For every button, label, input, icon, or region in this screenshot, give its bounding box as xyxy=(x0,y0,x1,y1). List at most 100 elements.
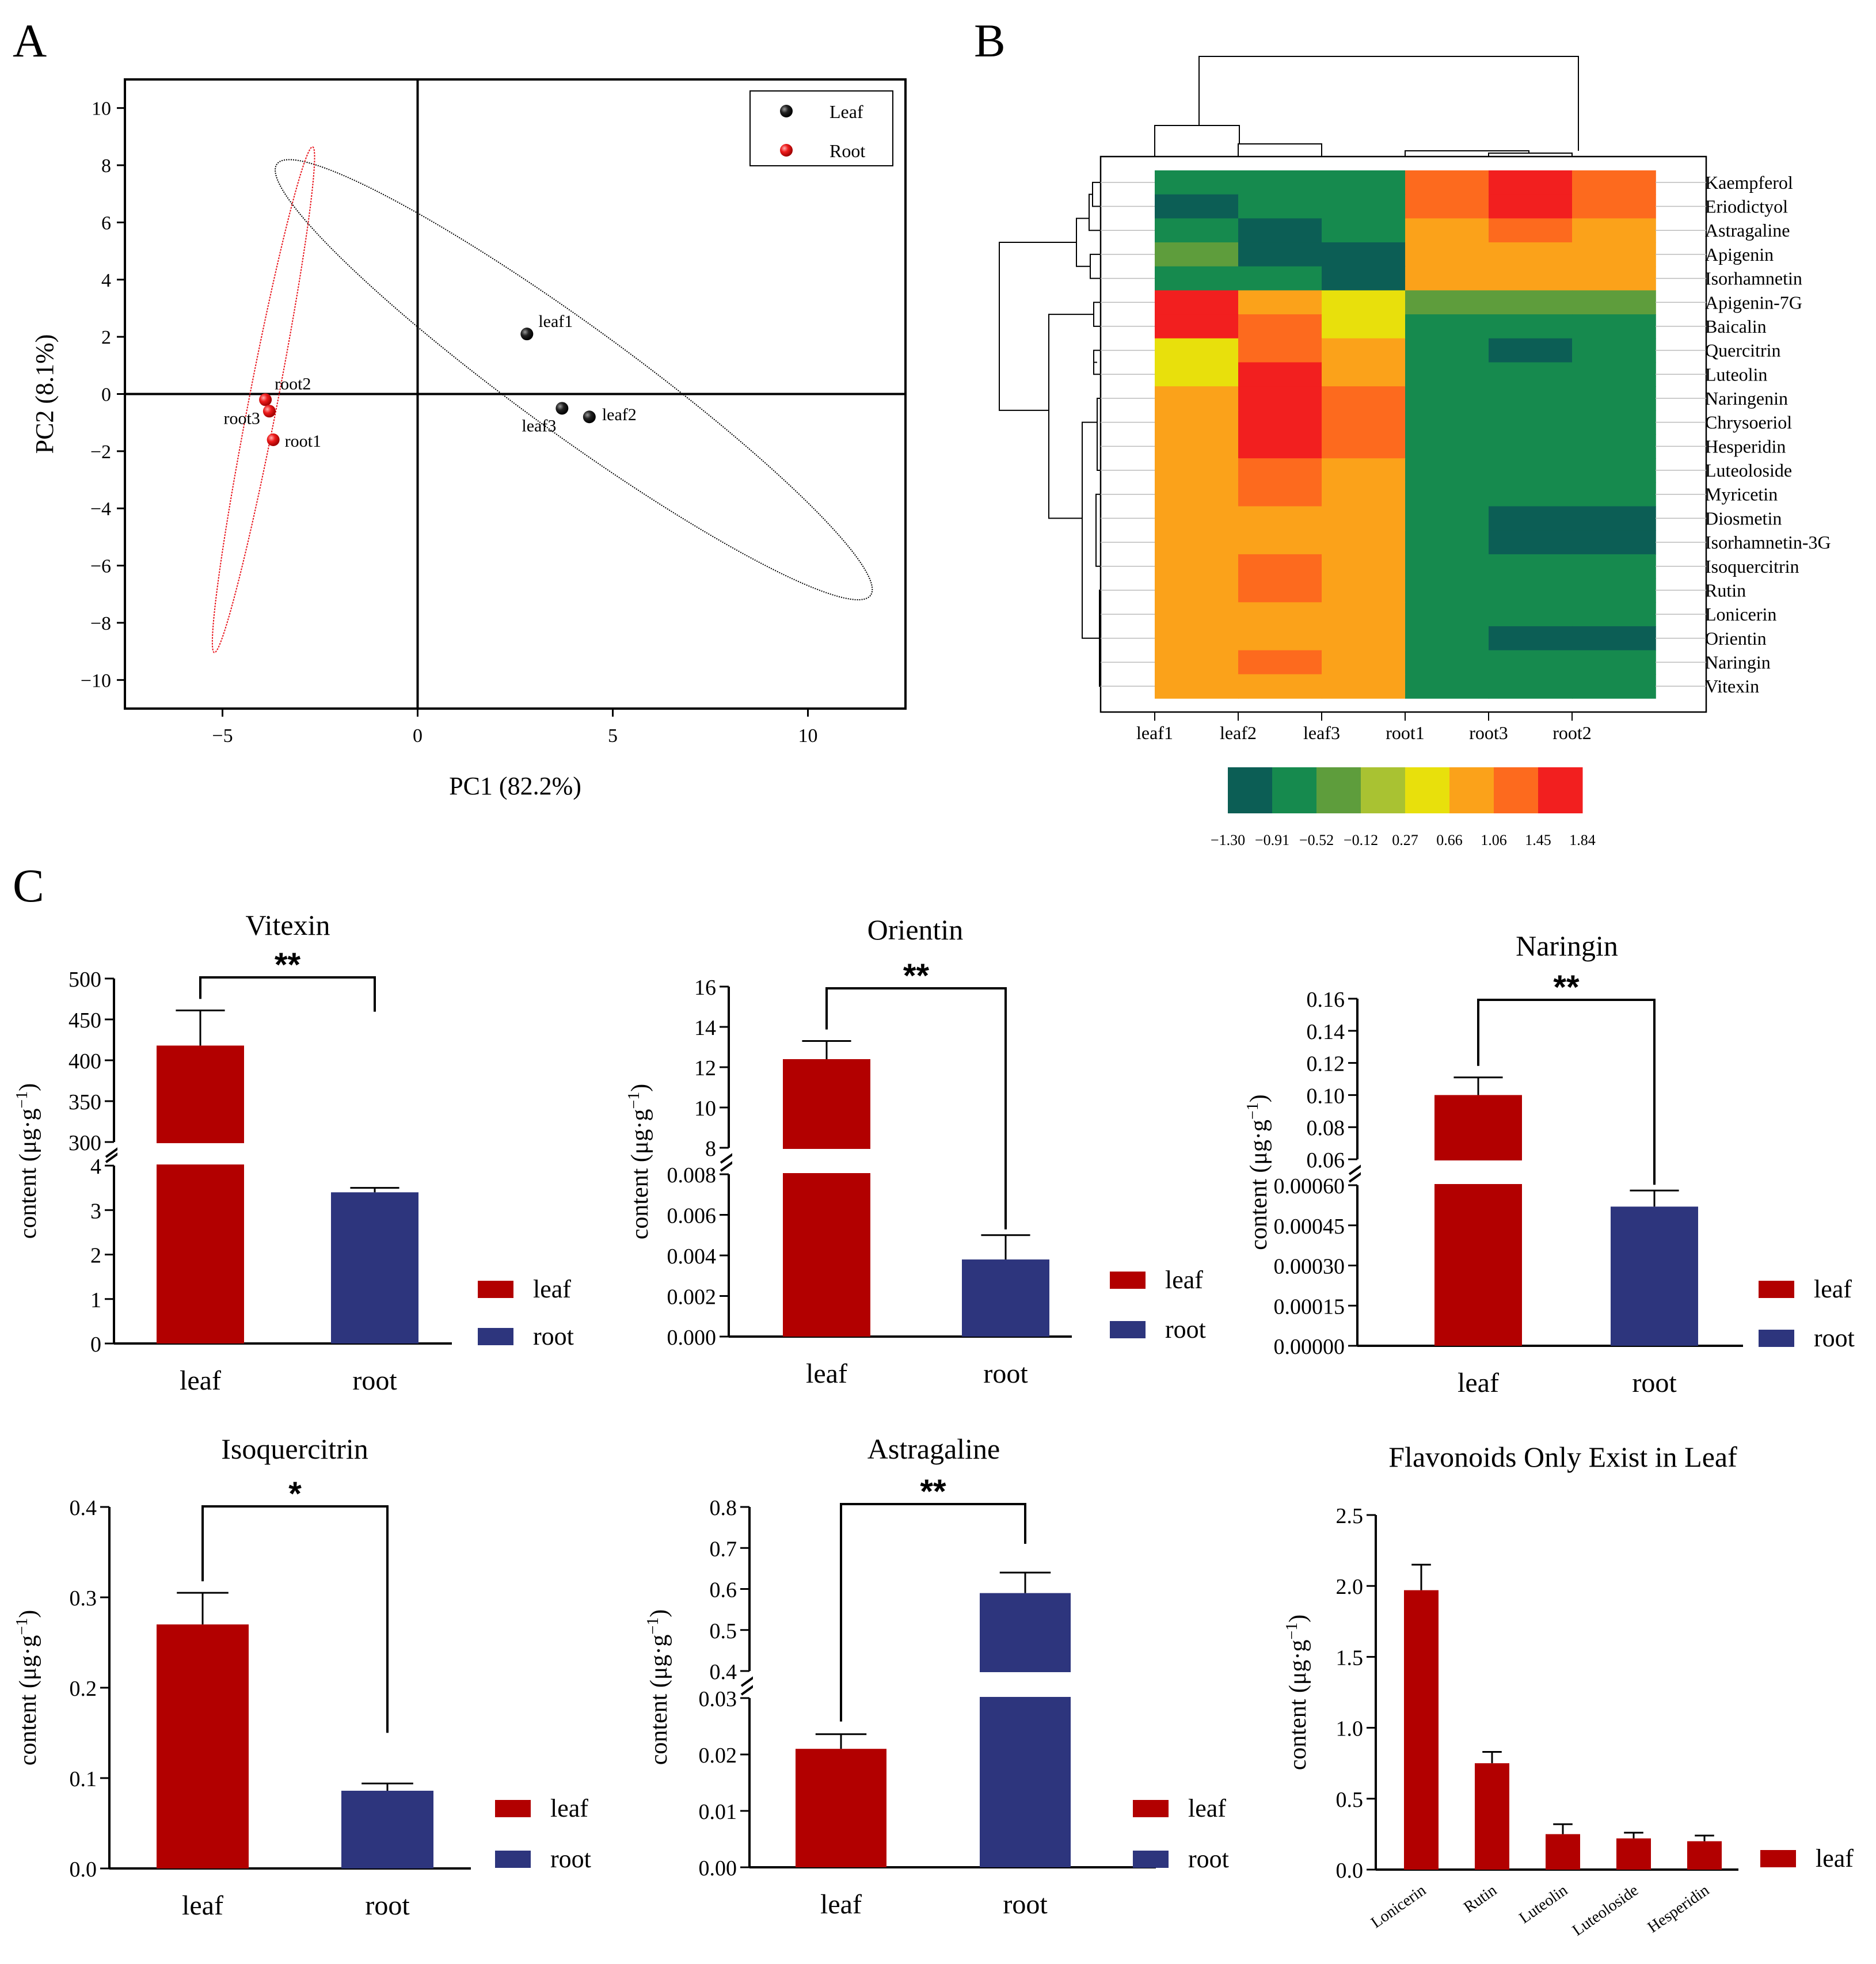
row-dendrogram-branch xyxy=(1076,218,1090,267)
x-tick-label: Hesperidin xyxy=(1645,1881,1713,1936)
y-tick-label: 300 xyxy=(69,1131,101,1155)
bar-leaf xyxy=(157,1045,244,1343)
heatmap-row-label: Diosmetin xyxy=(1705,508,1782,528)
y-tick-label: 0.006 xyxy=(667,1204,717,1228)
y-tick-label: 0.12 xyxy=(1307,1052,1345,1076)
heatmap-cell xyxy=(1489,434,1573,459)
heatmap-cell xyxy=(1489,314,1573,339)
orientin-chart: Orientin content (μg·g−1) 0.000 0.002 0.004 0… xyxy=(625,914,1206,1389)
legend-swatch-root xyxy=(478,1328,513,1345)
scatter-point-leaf1 xyxy=(520,328,534,341)
significance-stars: ** xyxy=(903,957,930,995)
chart-title: Astragaline xyxy=(867,1433,1000,1465)
heatmap-cell xyxy=(1322,458,1406,483)
scatter-point-leaf2 xyxy=(583,410,596,424)
row-dendrogram-branch xyxy=(1092,181,1101,207)
x-tick-label: root xyxy=(983,1358,1028,1389)
bar-hesperidin xyxy=(1687,1841,1722,1870)
scatter-point-root2 xyxy=(259,393,272,406)
heatmap-cell xyxy=(1322,506,1406,531)
pca-ytick-label: −4 xyxy=(90,498,111,520)
y-tick-label: 0.5 xyxy=(1336,1788,1364,1812)
heatmap-cell xyxy=(1572,266,1656,291)
heatmap-cell xyxy=(1238,506,1322,531)
heatmap-cell xyxy=(1322,674,1406,699)
legend-label-leaf: Leaf xyxy=(829,101,863,122)
heatmap-row-label: Lonicerin xyxy=(1705,604,1776,625)
confidence-ellipse-root xyxy=(211,146,315,653)
heatmap-cell xyxy=(1572,386,1656,411)
column-dendrogram-branch xyxy=(1198,56,1579,151)
color-scale-swatch xyxy=(1272,767,1317,813)
significance-bracket xyxy=(1477,999,1656,1185)
heatmap-cell xyxy=(1405,458,1489,483)
heatmap-cell xyxy=(1572,194,1656,219)
heatmap-cell xyxy=(1489,218,1573,243)
y-tick-label: 4 xyxy=(90,1155,101,1179)
color-scale-swatch xyxy=(1228,767,1273,813)
x-tick-label: leaf xyxy=(820,1889,862,1920)
leaf-only-chart: Flavonoids Only Exist in Leaf content (μg… xyxy=(1283,1441,1854,1940)
heatmap-cell xyxy=(1405,218,1489,243)
heatmap-cell xyxy=(1155,362,1239,387)
heatmap-cell xyxy=(1489,386,1573,411)
heatmap-cell xyxy=(1155,602,1239,627)
confidence-ellipse-leaf xyxy=(275,159,873,600)
heatmap-cell xyxy=(1322,290,1406,315)
y-tick-label: 0.00000 xyxy=(1274,1335,1345,1359)
column-dendrogram-branch xyxy=(1405,150,1529,157)
x-tick-label: leaf xyxy=(180,1365,221,1396)
heatmap-cell xyxy=(1155,482,1239,507)
bar-luteoloside xyxy=(1616,1838,1651,1870)
y-tick-label: 0.0 xyxy=(1336,1859,1364,1883)
heatmap-cell xyxy=(1238,410,1322,435)
y-tick-label: 0.10 xyxy=(1307,1084,1345,1108)
heatmap-cell xyxy=(1238,554,1322,579)
heatmap-cell xyxy=(1572,338,1656,363)
heatmap-cell xyxy=(1322,170,1406,195)
heatmap-cell xyxy=(1238,314,1322,339)
heatmap-cell xyxy=(1489,458,1573,483)
heatmap-cell xyxy=(1489,626,1573,651)
heatmap-cell xyxy=(1405,650,1489,675)
legend-label-leaf: leaf xyxy=(1814,1275,1852,1303)
row-dendrogram-branch xyxy=(1082,421,1099,639)
heatmap-cell xyxy=(1322,434,1406,459)
heatmap-cell xyxy=(1238,362,1322,387)
x-tick-label: Luteoloside xyxy=(1569,1881,1642,1939)
heatmap-cell xyxy=(1572,650,1656,675)
heatmap-row-label: Rutin xyxy=(1705,580,1746,600)
bar-root xyxy=(331,1192,418,1343)
heatmap-cell xyxy=(1155,674,1239,699)
heatmap-cell xyxy=(1322,554,1406,579)
y-tick-label: 450 xyxy=(69,1008,101,1033)
pca-xtick-label: 0 xyxy=(413,725,423,747)
heatmap-cell xyxy=(1155,218,1239,243)
point-label-root1: root1 xyxy=(285,432,321,451)
y-tick-label: 350 xyxy=(69,1090,101,1114)
x-tick-label: leaf xyxy=(806,1358,847,1389)
y-tick-label: 8 xyxy=(705,1137,716,1161)
y-tick-label: 0.008 xyxy=(667,1163,717,1187)
y-tick-label: 0.08 xyxy=(1307,1116,1345,1140)
heatmap-row-label: Astragaline xyxy=(1705,220,1790,241)
heatmap-cell xyxy=(1238,578,1322,603)
column-dendrogram-branch xyxy=(1154,125,1240,157)
y-tick-label: 0.7 xyxy=(710,1537,737,1561)
heatmap-row-label: Kaempferol xyxy=(1705,172,1793,193)
astragaline-chart: Astragaline content (μg·g−1) 0.00 0.01 0.02 0… xyxy=(644,1433,1229,1920)
heatmap-cell xyxy=(1405,338,1489,363)
pca-xtick-label: −5 xyxy=(212,725,233,747)
x-tick-label: Luteolin xyxy=(1516,1881,1571,1927)
heatmap-cell xyxy=(1572,434,1656,459)
heatmap-cell xyxy=(1238,650,1322,675)
pca-xtick-label: 10 xyxy=(798,725,818,747)
pca-ytick-label: 10 xyxy=(92,98,111,120)
scatter-point-root3 xyxy=(262,405,276,418)
color-scale-swatch xyxy=(1538,767,1583,813)
significance-bracket xyxy=(825,987,1007,1230)
y-tick-label: 0.02 xyxy=(699,1744,737,1768)
pca-ellipses xyxy=(211,146,873,653)
row-dendrogram-branch xyxy=(1097,397,1101,471)
significance-stars: ** xyxy=(920,1473,946,1510)
